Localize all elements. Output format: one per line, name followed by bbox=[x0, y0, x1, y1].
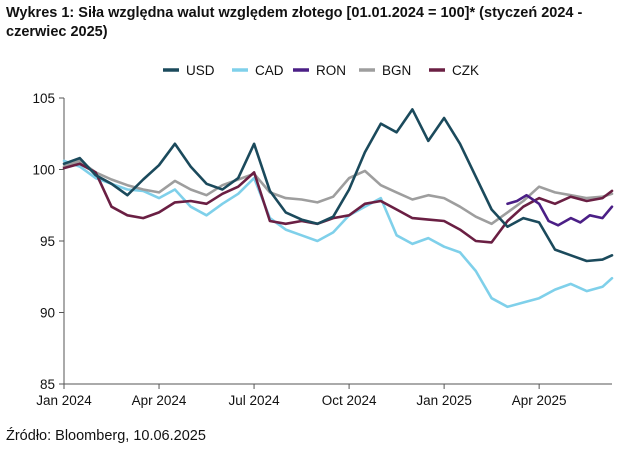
x-tick-label: Jul 2024 bbox=[229, 393, 281, 408]
line-chart: USD CAD RON BGN CZK 85 90 95 100 105 Jan 2024 Apr … bbox=[32, 63, 614, 408]
legend-label-ron: RON bbox=[316, 63, 346, 78]
x-tick-label: Jan 2024 bbox=[36, 393, 92, 408]
series-line-czk bbox=[62, 162, 614, 244]
y-tick-label: 105 bbox=[32, 91, 55, 106]
legend-label-bgn: BGN bbox=[382, 63, 411, 78]
y-tick-label: 100 bbox=[32, 163, 55, 178]
y-tick-label: 90 bbox=[40, 306, 55, 321]
chart-legend: USD CAD RON BGN CZK bbox=[163, 63, 479, 78]
x-tick-label: Apr 2024 bbox=[132, 393, 187, 408]
x-tick-label: Apr 2025 bbox=[512, 393, 567, 408]
series-line-bgn bbox=[62, 159, 614, 226]
chart-title: Wykres 1: Siła względna walut względem z… bbox=[6, 5, 583, 40]
x-tick-label: Jan 2025 bbox=[416, 393, 472, 408]
x-tick-label: Oct 2024 bbox=[322, 393, 377, 408]
chart-series bbox=[62, 108, 614, 309]
y-tick-label: 85 bbox=[40, 377, 55, 392]
chart-source: Źródło: Bloomberg, 10.06.2025 bbox=[6, 428, 206, 444]
y-tick-label: 95 bbox=[40, 234, 55, 249]
series-line-usd bbox=[62, 108, 614, 263]
series-line-ron bbox=[506, 193, 614, 227]
chart-axes: 85 90 95 100 105 Jan 2024 Apr 2024 Jul 2024 Oct … bbox=[32, 91, 612, 408]
legend-label-czk: CZK bbox=[452, 63, 479, 78]
legend-label-cad: CAD bbox=[255, 63, 284, 78]
series-line-cad bbox=[62, 159, 614, 309]
legend-label-usd: USD bbox=[186, 63, 215, 78]
